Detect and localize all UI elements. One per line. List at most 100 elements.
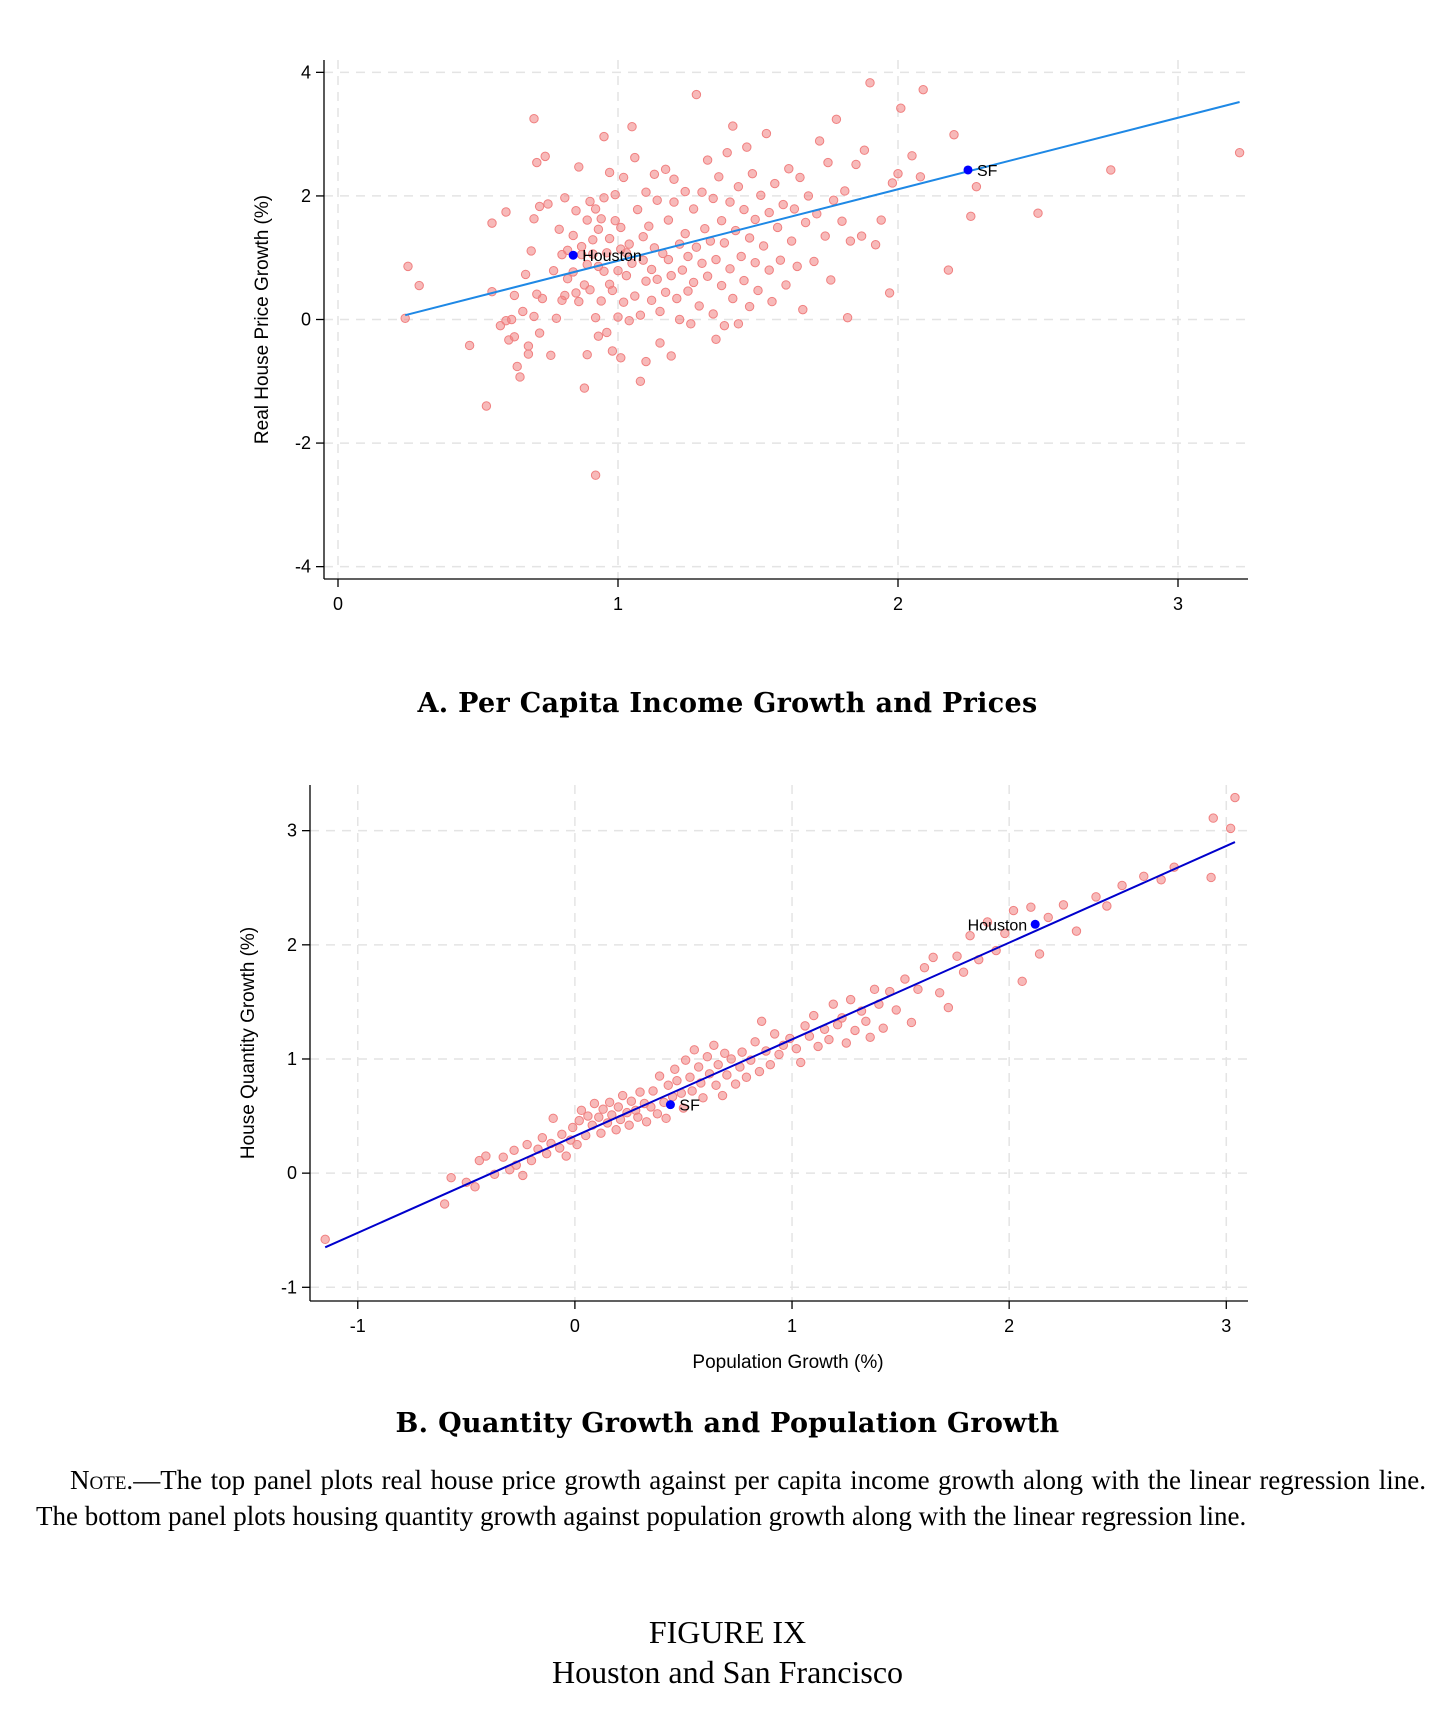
data-point: [689, 1045, 700, 1055]
data-point: [795, 172, 805, 183]
data-point: [560, 193, 570, 203]
data-point: [900, 974, 910, 984]
data-point: [571, 288, 581, 298]
data-point: [588, 235, 598, 245]
data-point: [540, 151, 550, 162]
data-point: [446, 1173, 456, 1183]
data-point: [611, 1125, 621, 1135]
data-point: [666, 351, 676, 361]
data-point: [641, 187, 651, 197]
data-point: [594, 1112, 604, 1122]
data-point: [744, 301, 755, 312]
data-point: [574, 1115, 584, 1126]
data-point: [624, 239, 634, 249]
figure-note: Note.—The top panel plots real house pri…: [36, 1462, 1426, 1534]
data-point: [737, 1047, 747, 1057]
y-tick-label: -4: [295, 557, 311, 577]
data-point: [719, 320, 730, 331]
data-point: [624, 316, 634, 326]
data-point: [604, 1097, 615, 1108]
data-point: [633, 1112, 643, 1122]
data-point: [747, 168, 758, 179]
data-point: [928, 952, 938, 963]
data-point: [800, 1021, 810, 1031]
data-point: [512, 361, 522, 372]
data-point: [617, 1090, 628, 1101]
data-point: [604, 233, 615, 244]
data-point: [934, 988, 945, 998]
data-point: [869, 984, 880, 995]
data-point: [906, 1017, 917, 1028]
data-point: [891, 1005, 901, 1015]
data-point: [526, 246, 536, 256]
data-point: [887, 178, 898, 188]
data-point: [831, 114, 842, 125]
data-point: [626, 1096, 637, 1106]
data-point: [686, 319, 696, 329]
data-point: [688, 277, 699, 288]
data-point: [685, 1072, 695, 1082]
data-point: [778, 199, 788, 210]
data-point: [876, 215, 886, 225]
panel-b-title: B. Quantity Growth and Population Growth: [395, 1408, 1060, 1439]
chart-b: -1 0 1 2 3 -1 0 1 2 3 Population Growth (%) House Q…: [238, 785, 1248, 1373]
data-point: [739, 204, 749, 215]
data-point: [439, 1199, 450, 1209]
data-point: [739, 275, 749, 286]
data-point: [585, 285, 595, 295]
data-point: [837, 216, 847, 226]
data-point: [722, 1070, 732, 1080]
data-point: [602, 327, 612, 338]
highlight-point-sf: [665, 1100, 675, 1110]
data-point: [648, 1086, 658, 1096]
data-point: [590, 470, 601, 480]
data-point: [607, 346, 618, 356]
data-point: [574, 296, 584, 307]
data-point: [641, 1117, 652, 1127]
data-point: [551, 313, 562, 323]
data-point: [803, 191, 814, 201]
data-point: [813, 1041, 823, 1052]
data-point: [697, 258, 707, 268]
data-point: [546, 350, 556, 361]
data-point: [624, 1120, 634, 1130]
highlight-point-houston: [568, 250, 578, 260]
data-point: [856, 231, 867, 241]
data-point: [756, 1016, 767, 1027]
data-point: [543, 199, 553, 209]
data-point: [694, 301, 704, 311]
data-point: [691, 242, 702, 252]
data-point: [786, 236, 797, 246]
y-axis-label: House Quantity Growth (%): [238, 927, 259, 1159]
data-point: [561, 1151, 571, 1161]
data-point: [560, 290, 570, 301]
data-point: [593, 331, 604, 341]
data-point: [400, 313, 410, 323]
data-point: [884, 288, 895, 298]
data-point: [913, 984, 923, 995]
data-point: [702, 1051, 713, 1062]
data-point: [534, 201, 545, 212]
data-point: [861, 1016, 871, 1027]
data-point: [554, 224, 564, 234]
data-point: [660, 164, 671, 175]
data-point: [627, 258, 637, 268]
data-point: [641, 356, 651, 367]
data-point: [769, 1029, 780, 1039]
data-point: [568, 1122, 578, 1133]
data-point: [1234, 147, 1245, 158]
data-point: [722, 147, 732, 158]
data-point: [1026, 902, 1036, 912]
data-point: [666, 270, 676, 281]
data-point: [719, 238, 730, 248]
figure-label: FIGURE IX: [648, 1614, 807, 1650]
data-point: [1034, 949, 1045, 959]
data-point: [716, 215, 727, 226]
data-point: [582, 215, 592, 225]
data-point: [481, 1151, 491, 1161]
data-point: [607, 285, 618, 296]
y-tick-label: 3: [287, 821, 297, 841]
data-point: [548, 265, 559, 276]
data-point: [599, 131, 609, 142]
